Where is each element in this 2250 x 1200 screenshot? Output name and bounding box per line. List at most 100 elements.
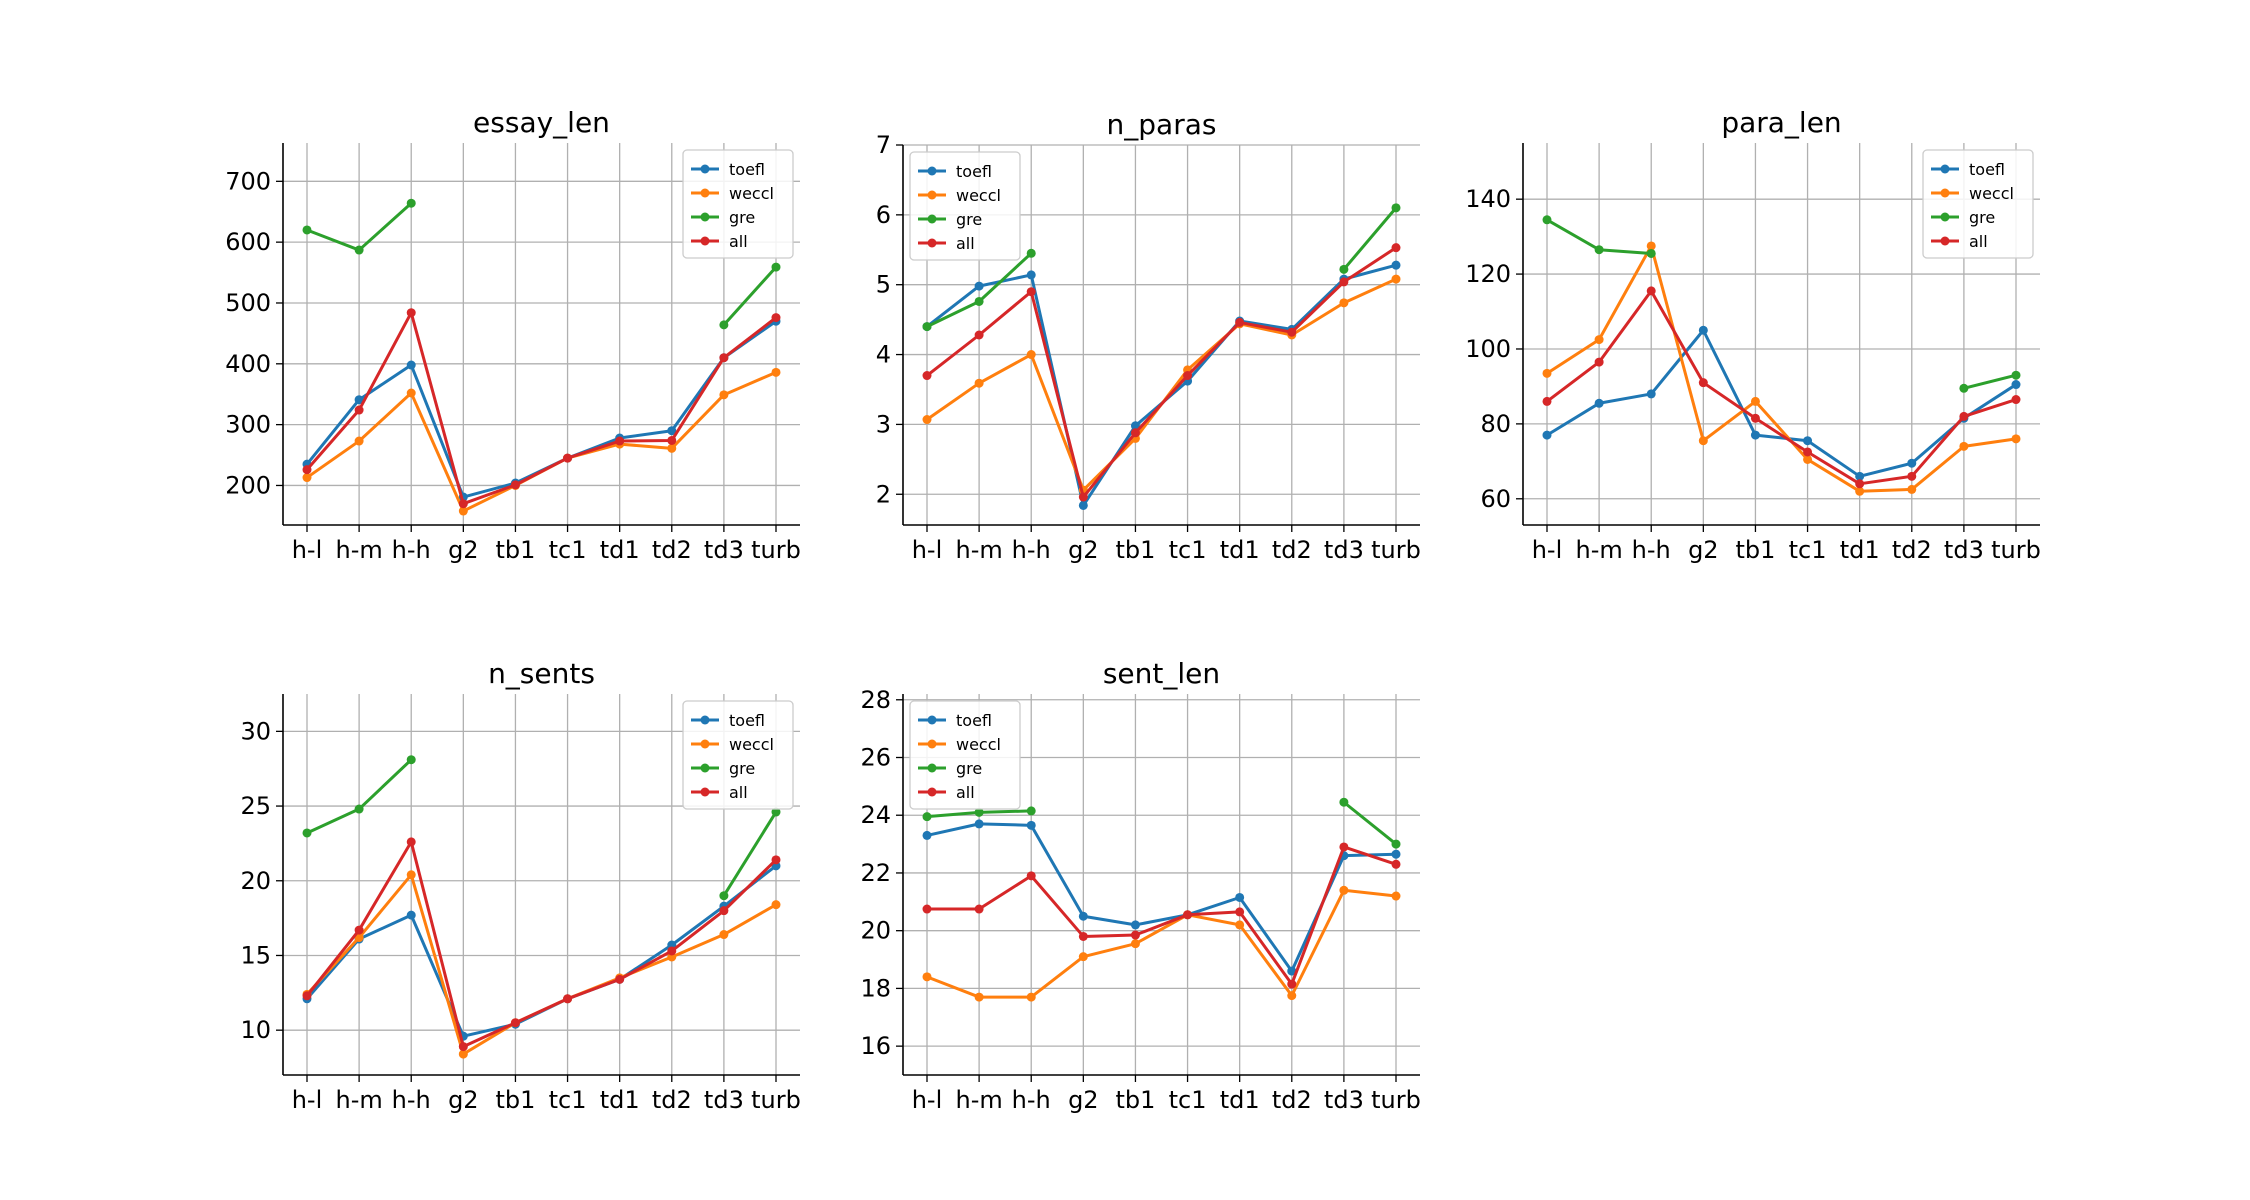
x-tick-label: td1 <box>1840 536 1880 564</box>
subplot-n_paras: 2 3 4 5 6 7 h-l h-m h-h g2 tb1 tc1 td1 td2 td3 turb n_pa… <box>876 108 1421 564</box>
legend-label-gre: gre <box>1969 208 1995 227</box>
y-tick-label: 4 <box>876 341 891 369</box>
x-tick-label: td2 <box>1272 1086 1312 1114</box>
x-tick-label: h-m <box>335 1086 382 1114</box>
data-point-toefl <box>1803 436 1813 446</box>
data-point-weccl <box>1803 454 1813 464</box>
x-tick-label: tb1 <box>1735 536 1775 564</box>
data-point-all <box>922 904 932 914</box>
legend: toefl weccl gre all <box>909 151 1021 261</box>
data-point-weccl <box>1339 298 1349 308</box>
x-tick-label: tc1 <box>1169 536 1207 564</box>
y-tick-label: 400 <box>225 350 271 378</box>
y-tick-label: 18 <box>860 974 891 1002</box>
data-point-weccl <box>667 443 677 453</box>
x-tick-label: turb <box>751 1086 801 1114</box>
data-point-gre <box>1542 215 1552 225</box>
legend-box <box>909 151 1021 261</box>
x-tick-label: h-h <box>1012 536 1051 564</box>
legend-label-all: all <box>729 232 748 251</box>
x-tick-label: turb <box>1371 1086 1421 1114</box>
legend-label-all: all <box>956 783 975 802</box>
data-point-all <box>1907 471 1917 481</box>
x-tick-label: g2 <box>1068 1086 1099 1114</box>
data-point-toefl <box>1391 849 1401 859</box>
series-line-weccl <box>926 888 1397 999</box>
data-point-gre <box>354 804 364 814</box>
series-line-gre <box>722 266 778 326</box>
data-point-weccl <box>1339 885 1349 895</box>
data-point-toefl <box>1026 270 1036 280</box>
legend-marker-all <box>700 236 710 246</box>
data-point-weccl <box>458 506 468 516</box>
data-point-toefl <box>922 830 932 840</box>
x-tick-label: g2 <box>448 1086 479 1114</box>
subplot-title: n_paras <box>1107 108 1217 141</box>
x-tick-label: h-h <box>392 1086 431 1114</box>
data-point-toefl <box>1078 911 1088 921</box>
data-point-all <box>1855 479 1865 489</box>
data-point-gre <box>974 296 984 306</box>
data-point-all <box>667 946 677 956</box>
legend-marker-toefl <box>927 166 937 176</box>
legend-marker-weccl <box>1940 188 1950 198</box>
data-point-gre <box>2011 370 2021 380</box>
data-point-all <box>667 435 677 445</box>
data-point-all <box>1339 842 1349 852</box>
data-point-all <box>406 837 416 847</box>
data-point-all <box>615 436 625 446</box>
data-point-weccl <box>1646 241 1656 251</box>
legend-marker-weccl <box>927 739 937 749</box>
y-tick-label: 16 <box>860 1032 891 1060</box>
data-point-weccl <box>1542 368 1552 378</box>
x-tick-label: g2 <box>448 536 479 564</box>
data-point-weccl <box>1078 952 1088 962</box>
data-point-weccl <box>406 870 416 880</box>
data-point-toefl <box>1287 966 1297 976</box>
x-tick-label: tb1 <box>495 1086 535 1114</box>
x-tick-label: tc1 <box>549 536 587 564</box>
data-point-all <box>1391 859 1401 869</box>
y-tick-label: 700 <box>225 167 271 195</box>
data-point-gre <box>1391 839 1401 849</box>
y-tick-label: 30 <box>240 717 271 745</box>
series-line-weccl <box>306 370 777 513</box>
data-point-weccl <box>302 473 312 483</box>
x-tick-label: h-l <box>292 1086 323 1114</box>
x-tick-label: h-h <box>392 536 431 564</box>
data-point-gre <box>406 198 416 208</box>
x-tick-label: g2 <box>1068 536 1099 564</box>
y-tick-label: 22 <box>860 859 891 887</box>
series-line-all <box>927 845 1397 986</box>
x-tick-label: h-m <box>955 536 1002 564</box>
data-point-all <box>1235 907 1245 917</box>
x-tick-label: turb <box>1991 536 2041 564</box>
data-point-all <box>563 453 573 463</box>
data-point-all <box>771 855 781 865</box>
legend-label-weccl: weccl <box>1969 184 2014 203</box>
data-point-gre <box>302 828 312 838</box>
subplot-n_sents: 10 15 20 25 30 h-l h-m h-h g2 tb1 tc1 td1 td2 td3 turb… <box>240 657 800 1114</box>
data-point-gre <box>719 891 729 901</box>
series-all <box>922 842 1401 989</box>
data-point-weccl <box>974 378 984 388</box>
data-point-toefl <box>1130 421 1140 431</box>
data-point-all <box>1078 931 1088 941</box>
x-tick-label: td3 <box>704 1086 744 1114</box>
x-tick-label: h-l <box>1532 536 1563 564</box>
x-tick-label: tb1 <box>495 536 535 564</box>
data-point-all <box>1130 930 1140 940</box>
legend-marker-toefl <box>700 715 710 725</box>
legend-label-toefl: toefl <box>956 711 992 730</box>
y-tick-label: 2 <box>876 480 891 508</box>
x-tick-label: td1 <box>600 536 640 564</box>
y-tick-label: 3 <box>876 410 891 438</box>
data-point-gre <box>1339 264 1349 274</box>
data-point-gre <box>1594 245 1604 255</box>
x-tick-label: h-l <box>912 1086 943 1114</box>
data-point-all <box>458 499 468 509</box>
data-point-gre <box>771 807 781 817</box>
data-point-toefl <box>1078 500 1088 510</box>
data-point-toefl <box>1698 325 1708 335</box>
